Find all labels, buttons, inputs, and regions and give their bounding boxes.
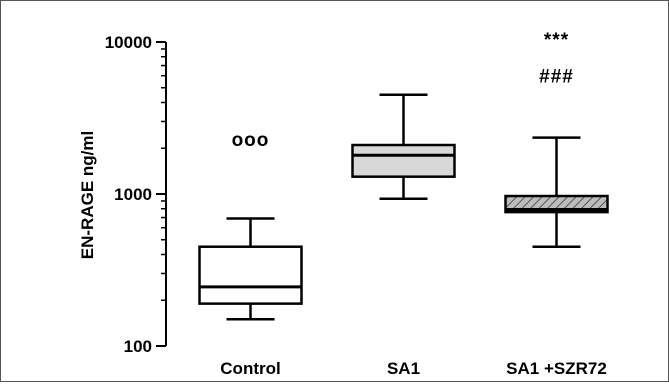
significance-annotation: ### — [539, 67, 574, 88]
significance-annotation: *** — [544, 30, 569, 51]
x-category-label: SA1 +SZR72 — [506, 359, 607, 378]
significance-annotation: ooo — [232, 130, 270, 151]
y-tick-label: 1000 — [114, 185, 152, 204]
box — [198, 245, 303, 305]
y-tick-label: 10000 — [105, 33, 152, 52]
y-axis-label: EN-RAGE ng/ml — [78, 131, 97, 259]
x-category-label: SA1 — [387, 359, 420, 378]
y-tick-label: 100 — [124, 337, 152, 356]
x-category-label: Control — [220, 359, 280, 378]
box — [351, 143, 456, 178]
